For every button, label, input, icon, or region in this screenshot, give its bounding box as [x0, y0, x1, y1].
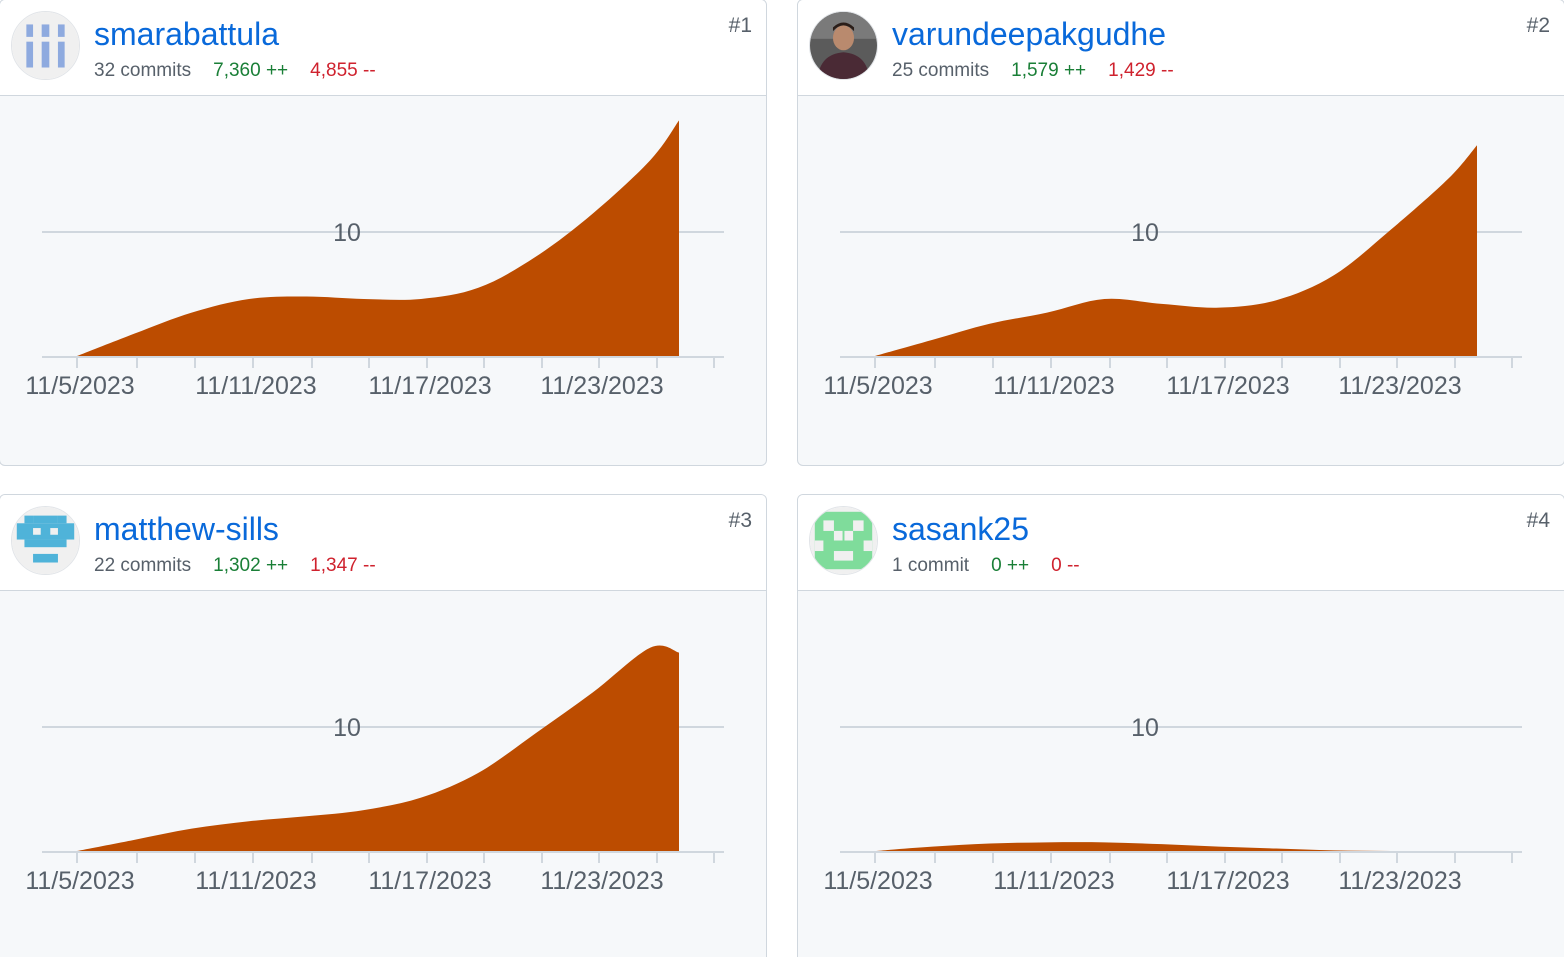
deletions-count: 1,347 -- [310, 555, 376, 576]
commit-count[interactable]: 1 commit [892, 555, 970, 576]
avatar[interactable] [11, 506, 80, 575]
x-tick-label: 11/11/2023 [993, 372, 1114, 400]
contribution-stats: 1 commit 0 ++ 0 -- [892, 555, 1102, 577]
x-tick-label: 11/17/2023 [368, 372, 491, 400]
rank-label: #1 [728, 14, 752, 37]
contributor-header: smarabattula 32 commits 7,360 ++ 4,855 -- … [0, 0, 766, 96]
commit-count[interactable]: 32 commits [94, 60, 192, 81]
commit-area [77, 120, 679, 357]
x-tick-label: 11/5/2023 [25, 372, 134, 400]
x-tick-label: 11/17/2023 [1166, 867, 1289, 895]
x-tick-label: 11/11/2023 [993, 867, 1114, 895]
contributor-header: varundeepakgudhe 25 commits 1,579 ++ 1,429… [798, 0, 1564, 96]
contribution-stats: 25 commits 1,579 ++ 1,429 -- [892, 60, 1196, 82]
username-link[interactable]: smarabattula [94, 16, 279, 52]
x-tick-label: 11/5/2023 [823, 372, 932, 400]
deletions-count: 0 -- [1051, 555, 1080, 576]
commit-area [875, 842, 1477, 851]
additions-count: 1,302 ++ [213, 555, 289, 576]
avatar[interactable] [809, 11, 878, 80]
contribution-stats: 32 commits 7,360 ++ 4,855 -- [94, 60, 398, 82]
commit-area-chart: 10 11/5/2023 11/11/2023 11/17/2023 11/23/202… [25, 645, 724, 895]
commit-count[interactable]: 25 commits [892, 60, 990, 81]
x-tick-label: 11/17/2023 [1166, 372, 1289, 400]
x-tick-label: 11/11/2023 [195, 372, 316, 400]
x-tick-label: 11/5/2023 [823, 867, 932, 895]
x-tick-label: 11/17/2023 [368, 867, 491, 895]
x-tick-label: 11/5/2023 [25, 867, 134, 895]
x-tick-label: 11/11/2023 [195, 867, 316, 895]
avatar-identicon-icon [810, 507, 877, 574]
contributor-card: varundeepakgudhe 25 commits 1,579 ++ 1,429… [797, 0, 1564, 466]
x-tick-label: 11/23/2023 [540, 867, 663, 895]
username-link[interactable]: varundeepakgudhe [892, 16, 1167, 52]
contributor-card: sasank25 1 commit 0 ++ 0 -- #4 10 11/5/2023… [797, 494, 1564, 957]
y-tick-label: 10 [1131, 714, 1159, 742]
username-link[interactable]: matthew-sills [94, 511, 279, 547]
deletions-count: 1,429 -- [1108, 60, 1174, 81]
avatar-photo-icon [810, 12, 877, 79]
additions-count: 1,579 ++ [1011, 60, 1087, 81]
x-tick-label: 11/23/2023 [1338, 372, 1461, 400]
x-tick-label: 11/23/2023 [1338, 867, 1461, 895]
y-tick-label: 10 [333, 714, 361, 742]
avatar-identicon-icon [12, 12, 79, 79]
additions-count: 7,360 ++ [213, 60, 289, 81]
contributor-card: smarabattula 32 commits 7,360 ++ 4,855 -- … [0, 0, 767, 466]
y-tick-label: 10 [333, 219, 361, 247]
commit-area-chart: 10 11/5/2023 11/11/2023 11/17/2023 11/23/202… [823, 145, 1522, 400]
commit-area [875, 145, 1477, 356]
commit-count[interactable]: 22 commits [94, 555, 192, 576]
additions-count: 0 ++ [991, 555, 1030, 576]
contributor-header: matthew-sills 22 commits 1,302 ++ 1,347 --… [0, 495, 766, 591]
username-link[interactable]: sasank25 [892, 511, 1029, 547]
rank-label: #2 [1526, 14, 1550, 37]
contributor-card: matthew-sills 22 commits 1,302 ++ 1,347 --… [0, 494, 767, 957]
deletions-count: 4,855 -- [310, 60, 376, 81]
y-tick-label: 10 [1131, 219, 1159, 247]
x-tick-label: 11/23/2023 [540, 372, 663, 400]
contribution-stats: 22 commits 1,302 ++ 1,347 -- [94, 555, 398, 577]
commit-area-chart: 10 11/5/2023 11/11/2023 11/17/2023 11/23/202… [25, 120, 724, 400]
avatar[interactable] [809, 506, 878, 575]
avatar[interactable] [11, 11, 80, 80]
commit-area [77, 645, 679, 851]
avatar-identicon-icon [12, 507, 79, 574]
commit-area-chart: 10 11/5/2023 11/11/2023 11/17/2023 11/23/202… [823, 714, 1522, 895]
rank-label: #3 [728, 509, 752, 532]
contributor-header: sasank25 1 commit 0 ++ 0 -- #4 [798, 495, 1564, 591]
rank-label: #4 [1526, 509, 1550, 532]
